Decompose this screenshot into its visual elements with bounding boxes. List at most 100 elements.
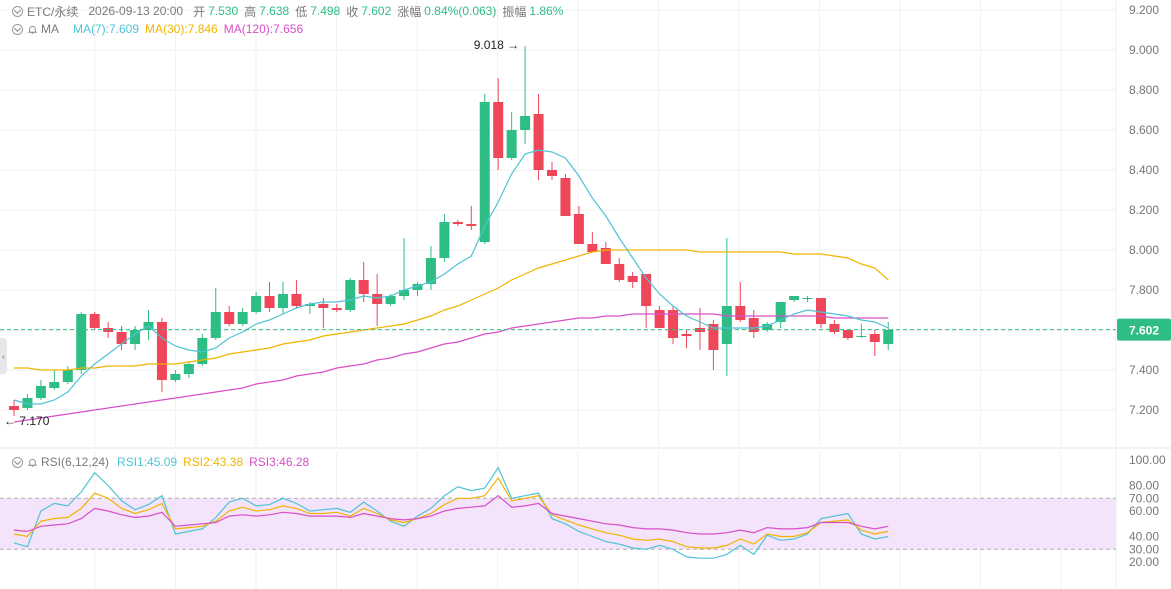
candle-body bbox=[237, 312, 248, 324]
candle-body bbox=[506, 130, 517, 158]
candle-body bbox=[493, 102, 504, 158]
candle-body bbox=[573, 214, 584, 244]
y-tick-label: 9.200 bbox=[1129, 3, 1159, 17]
candle-body bbox=[668, 310, 679, 338]
candle-body bbox=[372, 294, 383, 304]
close-label: 收 bbox=[346, 4, 359, 19]
candle-body bbox=[466, 224, 477, 226]
bell-icon[interactable] bbox=[27, 24, 38, 35]
candle-body bbox=[520, 116, 531, 130]
candle-body bbox=[829, 324, 840, 332]
rsi1-legend: RSI1:45.09 bbox=[117, 455, 178, 469]
y-tick-label: 7.200 bbox=[1129, 403, 1159, 417]
change-value: 0.84%(0.063) bbox=[424, 4, 497, 18]
candle-body bbox=[560, 178, 571, 216]
side-panel-handle[interactable]: ‹ bbox=[0, 338, 7, 374]
candle-body bbox=[748, 318, 759, 332]
candle-body bbox=[856, 336, 867, 337]
rsi-tick-label: 70.00 bbox=[1129, 491, 1159, 505]
rsi2-legend: RSI2:43.38 bbox=[183, 455, 244, 469]
candle-body bbox=[264, 296, 275, 308]
y-tick-label: 7.800 bbox=[1129, 283, 1159, 297]
candle-body bbox=[331, 308, 342, 310]
rsi-band bbox=[0, 498, 1116, 550]
low-label: 低 bbox=[295, 4, 308, 19]
candle-body bbox=[224, 312, 235, 324]
rsi-indicator-label: RSI(6,12,24) bbox=[41, 455, 110, 469]
candle-body bbox=[35, 386, 46, 398]
low-price-marker: ← 7.170 bbox=[4, 414, 50, 428]
candle-body bbox=[694, 328, 705, 332]
ma30-line bbox=[14, 249, 889, 371]
candle-body bbox=[399, 290, 410, 296]
candle-body bbox=[654, 310, 665, 328]
rsi-bell-icon[interactable] bbox=[27, 457, 38, 468]
candle-body bbox=[587, 244, 598, 252]
current-price-tag bbox=[1117, 318, 1171, 341]
candle-body bbox=[600, 248, 611, 264]
open-label: 开 bbox=[193, 4, 206, 19]
rsi-tick-label: 80.00 bbox=[1129, 479, 1159, 493]
candle-body bbox=[816, 298, 826, 324]
ma7-line bbox=[13, 149, 889, 405]
collapse-toggle-icon[interactable] bbox=[12, 5, 23, 17]
rsi-line-3 bbox=[13, 494, 889, 535]
candle-body bbox=[278, 294, 288, 308]
candle-body bbox=[681, 334, 692, 336]
y-tick-label: 8.200 bbox=[1129, 203, 1159, 217]
candle-body bbox=[345, 280, 356, 310]
rsi-tick-label: 100.00 bbox=[1129, 453, 1166, 467]
candle-body bbox=[304, 304, 315, 306]
rsi-tick-label: 40.00 bbox=[1129, 530, 1159, 544]
ma120-line bbox=[13, 313, 889, 423]
candle-body bbox=[76, 314, 87, 370]
candle-body bbox=[62, 370, 73, 382]
candle-body bbox=[627, 276, 638, 282]
candle-body bbox=[251, 296, 262, 312]
close-value: 7.602 bbox=[361, 4, 392, 18]
candle-body bbox=[49, 382, 60, 388]
candle-body bbox=[210, 312, 221, 338]
ma7-legend: MA(7):7.609 bbox=[73, 22, 140, 36]
candle-body bbox=[721, 306, 732, 344]
candle-body bbox=[479, 102, 490, 242]
rsi3-legend: RSI3:46.28 bbox=[249, 455, 310, 469]
candle-body bbox=[183, 364, 194, 374]
rsi-collapse-icon[interactable] bbox=[12, 456, 23, 468]
rsi-tick-label: 20.00 bbox=[1129, 555, 1159, 569]
candle-body bbox=[130, 330, 141, 344]
ma-collapse-icon[interactable] bbox=[12, 23, 23, 35]
ohlc-header: ETC/永续 2026-09-13 20:00 开 7.530 高 7.638 … bbox=[0, 2, 569, 20]
open-value: 7.530 bbox=[208, 4, 239, 18]
candle-body bbox=[9, 406, 19, 410]
high-value: 7.638 bbox=[259, 4, 290, 18]
amplitude-label: 振幅 bbox=[502, 4, 527, 19]
candle-body bbox=[385, 296, 396, 304]
y-tick-label: 8.000 bbox=[1129, 243, 1159, 257]
candle-body bbox=[170, 374, 181, 380]
candle-body bbox=[614, 264, 625, 280]
high-price-marker: 9.018 → bbox=[474, 38, 519, 52]
candle-body bbox=[883, 330, 894, 344]
candle-body bbox=[318, 304, 329, 308]
ma-indicator-label: MA bbox=[41, 22, 59, 36]
candle-body bbox=[291, 294, 302, 306]
candle-body bbox=[358, 280, 369, 294]
rsi-line-2 bbox=[13, 476, 889, 549]
rsi-tick-label: 30.00 bbox=[1129, 542, 1159, 556]
candle-body bbox=[802, 298, 813, 299]
candle-body bbox=[641, 274, 652, 306]
ma120-legend: MA(120):7.656 bbox=[223, 22, 304, 36]
candle-body bbox=[425, 258, 436, 284]
candle-body bbox=[197, 338, 208, 364]
candle-body bbox=[869, 334, 880, 342]
candle-body bbox=[452, 222, 463, 224]
candle-body bbox=[708, 324, 719, 350]
y-tick-label: 8.800 bbox=[1129, 83, 1159, 97]
candle-body bbox=[116, 332, 127, 344]
candle-body bbox=[22, 398, 33, 408]
change-label: 涨幅 bbox=[397, 4, 422, 19]
rsi-tick-label: 60.00 bbox=[1129, 504, 1159, 518]
candle-body bbox=[156, 322, 167, 380]
